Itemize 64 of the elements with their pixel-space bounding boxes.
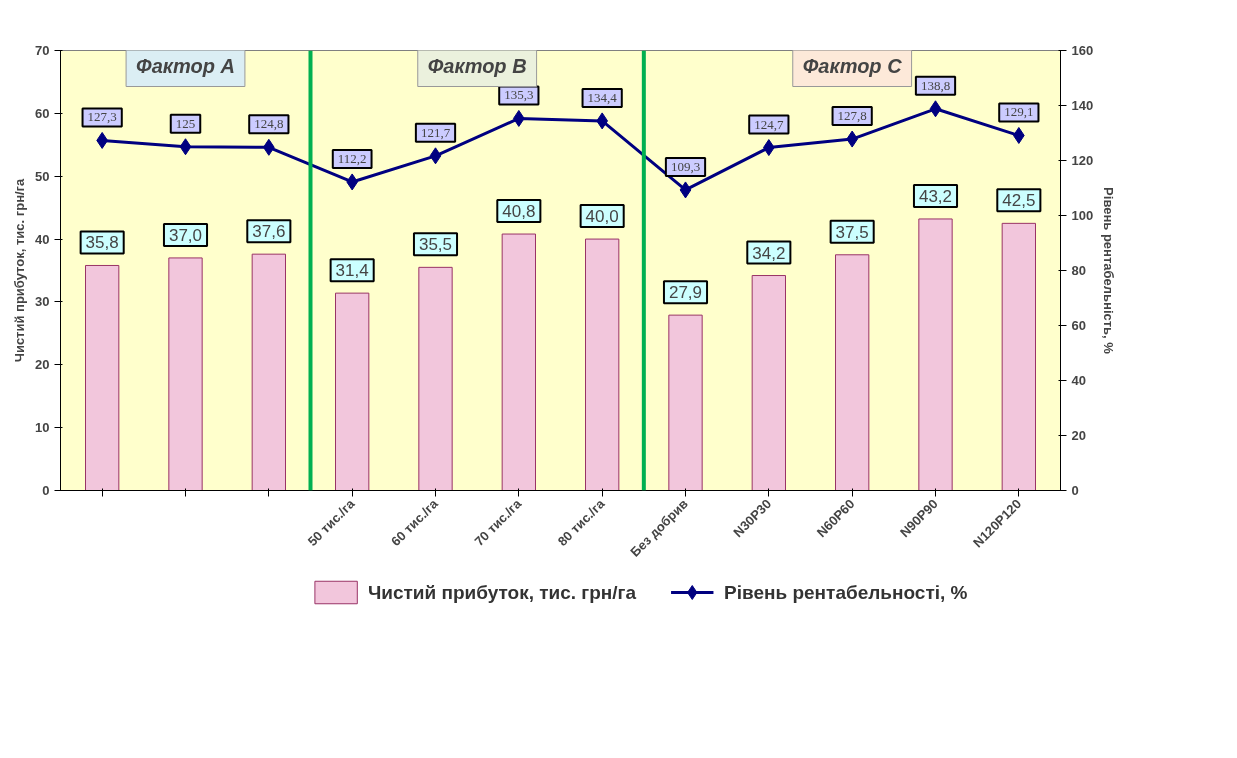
data-label: 134,4 bbox=[587, 89, 618, 105]
y2-tick-label: 100 bbox=[1071, 208, 1094, 223]
data-label: 109,3 bbox=[670, 158, 701, 174]
y-tick-label: 30 bbox=[35, 294, 50, 310]
bar bbox=[751, 275, 786, 491]
y-tick-label: 20 bbox=[35, 357, 50, 373]
data-label: 135,3 bbox=[504, 87, 534, 103]
y-tick-label: 0 bbox=[42, 483, 50, 498]
legend-label: Рівень рентабельності, % bbox=[724, 582, 968, 603]
bar bbox=[1001, 222, 1036, 491]
bar bbox=[418, 266, 453, 491]
data-label: 27,9 bbox=[668, 283, 703, 303]
bar bbox=[85, 264, 120, 491]
y2-tick-label: 160 bbox=[1071, 43, 1094, 58]
annotation: Фактор А bbox=[136, 54, 235, 77]
data-label: 124,7 bbox=[754, 116, 784, 132]
bar bbox=[501, 233, 536, 491]
data-label: 43,2 bbox=[918, 186, 953, 206]
data-label: 37,5 bbox=[835, 222, 869, 242]
data-label: 40,8 bbox=[502, 202, 536, 222]
annotation: Фактор С bbox=[802, 54, 903, 77]
data-label: 125 bbox=[175, 115, 196, 131]
data-label: 127,3 bbox=[87, 109, 117, 125]
data-label: 124,8 bbox=[254, 116, 284, 132]
data-label: 35,5 bbox=[418, 235, 453, 255]
data-label: 40,0 bbox=[585, 207, 619, 227]
bar bbox=[168, 257, 203, 491]
annotation: Фактор В bbox=[427, 54, 527, 77]
y-tick-label: 40 bbox=[35, 231, 50, 247]
y2-axis-title: Рівень рентабельність, % bbox=[1101, 187, 1117, 355]
y-tick-label: 70 bbox=[35, 43, 50, 58]
data-label: 138,8 bbox=[920, 77, 951, 93]
y2-tick-label: 60 bbox=[1071, 318, 1086, 333]
y2-tick-label: 40 bbox=[1071, 373, 1086, 388]
data-label: 121,7 bbox=[420, 124, 451, 140]
y2-tick-label: 120 bbox=[1071, 153, 1094, 168]
data-label: 31,4 bbox=[335, 261, 369, 281]
y-tick-label: 50 bbox=[35, 168, 50, 184]
data-label: 37,0 bbox=[168, 225, 203, 245]
data-label: 127,8 bbox=[837, 108, 867, 124]
data-label: 129,1 bbox=[1004, 104, 1034, 120]
y-tick-label: 10 bbox=[35, 420, 50, 436]
y-axis-title: Чистий прибуток, тис. грн/га bbox=[12, 177, 28, 363]
y-tick-label: 60 bbox=[35, 105, 50, 121]
legend-label: Чистий прибуток, тис. грн/га bbox=[367, 582, 637, 603]
point bbox=[429, 147, 442, 165]
point bbox=[179, 138, 192, 156]
y2-tick-label: 20 bbox=[1071, 428, 1086, 443]
data-label: 42,5 bbox=[1002, 191, 1036, 211]
data-label: 35,8 bbox=[85, 233, 119, 253]
bar bbox=[335, 292, 370, 491]
y2-tick-label: 0 bbox=[1071, 483, 1079, 498]
data-label: 34,2 bbox=[752, 243, 786, 263]
data-label: 37,6 bbox=[252, 222, 286, 242]
bar bbox=[918, 218, 953, 491]
point bbox=[929, 100, 942, 118]
data-label: 112,2 bbox=[337, 150, 367, 166]
bar bbox=[585, 238, 620, 491]
bar bbox=[835, 254, 870, 491]
y2-tick-label: 140 bbox=[1071, 98, 1094, 113]
point bbox=[679, 181, 692, 199]
y2-tick-label: 80 bbox=[1071, 263, 1086, 278]
bar bbox=[251, 253, 286, 491]
bar bbox=[668, 314, 703, 491]
